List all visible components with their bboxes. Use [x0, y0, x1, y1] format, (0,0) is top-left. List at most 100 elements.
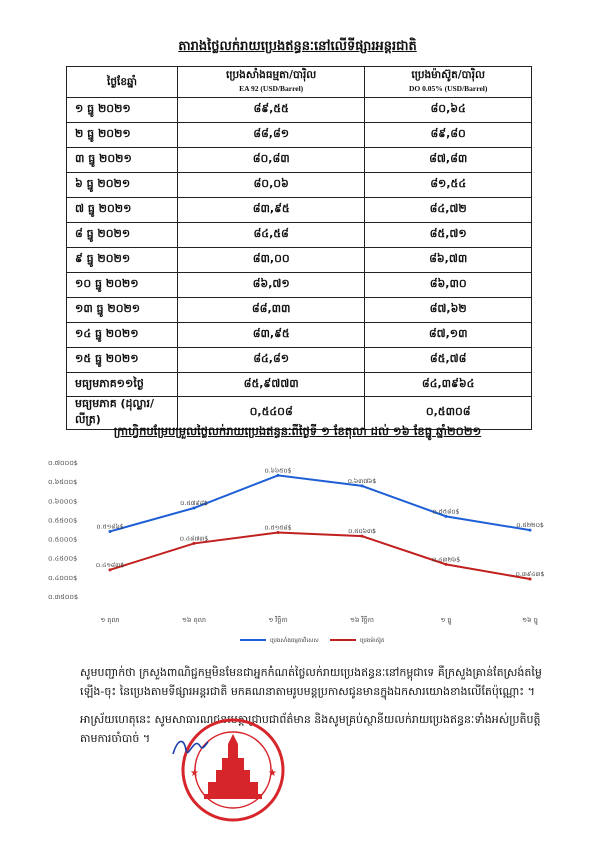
data-label: ០.៦៣៧៦$ — [348, 478, 377, 485]
row-diesel: ៨៤,៧២ — [364, 197, 532, 223]
data-point — [360, 534, 364, 538]
data-label: ០.៥៧៩៨$ — [180, 500, 208, 507]
row-diesel: ៨០,៦៤ — [364, 97, 532, 123]
data-point — [360, 484, 364, 488]
table-row: ១០ ធ្នូ ២០២១ ៨៦,៧១ ៨៦,៣០ — [66, 272, 532, 298]
row-gasoline: ៨៣,៩៥ — [176, 197, 366, 223]
data-point — [276, 473, 280, 477]
price-table: ថ្ងៃខែឆ្នាំ ប្រេងសាំងធម្មតា/បារ៉ិល EA 92… — [66, 66, 532, 430]
data-label: ០.៥៥៨០$ — [433, 508, 460, 515]
table-row: ៨ ធ្នូ ២០២១ ៨៤,៥៨ ៨៥,៧១ — [66, 222, 532, 248]
ministry-seal-icon: ★ ★ — [181, 718, 285, 822]
average-liter-gasoline: ០,៥៤០៨ — [176, 396, 366, 430]
average-liter-row: មធ្យមភាគ (ដុល្លារ/លីត្រ) ០,៥៤០៨ ០,៥៣០៨ — [66, 396, 532, 430]
price-line-chart: ០.៧០០០$ ០.៦៥០០$ ០.៦០០០$ ០.៥៥០០$ ០.៥០០០$ ០.៤៥០… — [48, 459, 545, 644]
average-liter-label: មធ្យមភាគ (ដុល្លារ/លីត្រ) — [66, 396, 178, 430]
header-diesel: ប្រេងម៉ាស៊ូត/បារ៉ិល DO 0.05% (USD/Barrel… — [364, 66, 532, 98]
header-diesel-label: ប្រេងម៉ាស៊ូត/បារ៉ិល — [411, 69, 485, 81]
row-date: ១៣ ធ្នូ ២០២១ — [66, 297, 178, 323]
data-point — [444, 562, 448, 566]
y-tick-label: ០.៧០០០$ — [48, 459, 78, 467]
series-line — [109, 531, 531, 581]
average-diesel: ៨៤,៣៩៦៤ — [364, 372, 532, 397]
row-diesel: ៨៦,៧៣ — [364, 247, 532, 273]
table-row: ១៥ ធ្នូ ២០២១ ៨៤,៨១ ៨៥,៧៨ — [66, 347, 532, 373]
header-gasoline-label: ប្រេងសាំងធម្មតា/បារ៉ិល — [226, 69, 317, 81]
series-line — [109, 474, 531, 533]
y-tick-label: ០.៤៥០០$ — [48, 555, 77, 563]
row-gasoline: ៨៤,៨១ — [176, 347, 366, 373]
data-label: ០.៥២២០$ — [516, 522, 544, 529]
row-diesel: ៨៩,៨០ — [364, 122, 532, 148]
data-point — [444, 514, 448, 518]
y-tick-label: ០.៥០០០$ — [48, 536, 77, 544]
row-diesel: ៨៧,១៣ — [364, 322, 532, 348]
paragraph-conclusion: អាស្រ័យហេតុនេះ សូមសាធារណជនមេត្តាជ្រាបជាព… — [80, 713, 541, 745]
average-row: មធ្យមភាគ១១ថ្ងៃ ៨៥,៩៧៧៣ ៨៤,៣៩៦៤ — [66, 372, 532, 397]
row-gasoline: ៨៤,៥៨ — [176, 222, 366, 248]
x-tick-label: ១៦ តុលា — [182, 616, 206, 625]
signature-icon — [172, 740, 209, 755]
page-title: តារាងថ្លៃលក់រាយប្រេងឥន្ធនៈនៅលើទីផ្សារអន្… — [178, 39, 417, 54]
x-tick-label: ១ តុលា — [100, 616, 119, 625]
svg-text:★: ★ — [190, 768, 199, 779]
y-tick-label: ០.៥៥០០$ — [48, 516, 77, 524]
row-diesel: ៨៥,៧៨ — [364, 347, 532, 373]
data-point — [528, 528, 532, 532]
row-gasoline: ៨៨,៣៣ — [176, 297, 366, 323]
table-row: ៧ ធ្នូ ២០២១ ៨៣,៩៥ ៨៤,៧២ — [66, 197, 532, 223]
row-date: ១៤ ធ្នូ ២០២១ — [66, 322, 178, 348]
row-gasoline: ៨៨,៨១ — [176, 122, 366, 148]
table-row: ១៤ ធ្នូ ២០២១ ៨៣,៩៥ ៨៧,១៣ — [66, 322, 532, 348]
row-date: ៧ ធ្នូ ២០២១ — [66, 197, 178, 223]
legend-label: ប្រេងសាំងធម្មតាពិសេស — [270, 636, 319, 644]
row-diesel: ៨៧,៦២ — [364, 297, 532, 323]
table-header-row: ថ្ងៃខែឆ្នាំ ប្រេងសាំងធម្មតា/បារ៉ិល EA 92… — [66, 66, 532, 98]
header-date: ថ្ងៃខែឆ្នាំ — [66, 66, 178, 98]
table-row: ៦ ធ្នូ ២០២១ ៨០,០៦ ៨១,៥៤ — [66, 172, 532, 198]
table-row: ១៣ ធ្នូ ២០២១ ៨៨,៣៣ ៨៧,៦២ — [66, 297, 532, 323]
data-label: ០.៥១៨៦$ — [96, 523, 123, 530]
chart-title: ក្រាហ្វិកបម្រែបម្រួលថ្លៃលក់រាយប្រេងឥន្ធន… — [113, 424, 482, 438]
x-tick-label: ១៦ វិច្ឆិកា — [350, 615, 374, 624]
svg-text:★: ★ — [268, 768, 277, 779]
average-liter-diesel: ០,៥៣០៨ — [364, 396, 532, 430]
row-diesel: ៨៦,៣០ — [364, 272, 532, 298]
average-gasoline: ៨៥,៩៧៧៣ — [176, 372, 366, 397]
row-date: ៩ ធ្នូ ២០២១ — [66, 247, 178, 273]
data-label: ០.៥១៥៨$ — [264, 525, 291, 532]
x-tick-label: ១ ធ្នូ — [440, 616, 451, 625]
data-label: ០.៦៦៥០$ — [265, 467, 292, 474]
average-label: មធ្យមភាគ១១ថ្ងៃ — [66, 372, 178, 397]
data-point — [192, 541, 196, 545]
row-gasoline: ៨៩,៥៥ — [176, 97, 366, 123]
row-date: ៨ ធ្នូ ២០២១ — [66, 222, 178, 248]
data-point — [528, 577, 532, 581]
legend-label: ប្រេងម៉ាស៊ូត — [360, 636, 385, 644]
row-gasoline: ៨៣,៩៥ — [176, 322, 366, 348]
row-date: ១៥ ធ្នូ ២០២១ — [66, 347, 178, 373]
paragraph-note: សូមបញ្ជាក់ថា ក្រសួងពាណិជ្ជកម្មមិនមែនជាអ្… — [80, 666, 542, 698]
table-row: ២ ធ្នូ ២០២១ ៨៨,៨១ ៨៩,៨០ — [66, 122, 532, 148]
data-label: ០.៣៩៤៣$ — [516, 571, 545, 578]
header-diesel-unit: DO 0.05% (USD/Barrel) — [408, 84, 488, 93]
y-tick-label: ០.៦០០០$ — [48, 497, 77, 505]
y-tick-label: ០.៣៥០០$ — [48, 593, 78, 601]
row-diesel: ៨១,៥៤ — [364, 172, 532, 198]
data-point — [276, 531, 280, 535]
table-row: ៩ ធ្នូ ២០២១ ៨៣,០០ ៨៦,៧៣ — [66, 247, 532, 273]
x-tick-label: ១៦ ធ្នូ — [522, 616, 538, 625]
data-point — [192, 506, 196, 510]
row-diesel: ៨៧,៨៣ — [364, 147, 532, 173]
data-point — [108, 568, 112, 572]
row-date: ២ ធ្នូ ២០២១ — [66, 122, 178, 148]
row-diesel: ៨៥,៧១ — [364, 222, 532, 248]
data-label: ០.៤៨៧៣$ — [180, 535, 209, 542]
row-date: ១ ធ្នូ ២០២១ — [66, 97, 178, 123]
data-label: ០.៥០៦៣$ — [348, 528, 376, 535]
header-gasoline: ប្រេងសាំងធម្មតា/បារ៉ិល EA 92 (USD/Barrel… — [176, 66, 366, 98]
table-row: ៣ ធ្នូ ២០២១ ៨០,៨៣ ៨៧,៨៣ — [66, 147, 532, 173]
row-gasoline: ៨៣,០០ — [176, 247, 366, 273]
row-date: ១០ ធ្នូ ២០២១ — [66, 272, 178, 298]
y-tick-label: ០.៤០០០$ — [48, 574, 77, 582]
